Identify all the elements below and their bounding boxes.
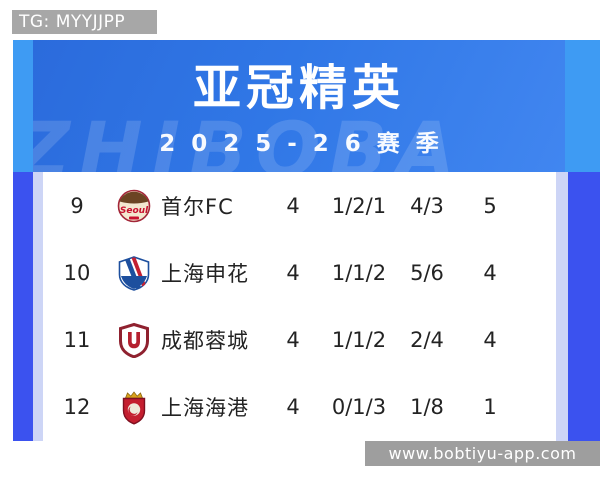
shanghai-shenhua-crest-icon bbox=[111, 255, 157, 291]
rank-cell: 10 bbox=[63, 260, 91, 285]
chengdu-rongcheng-crest-icon bbox=[111, 322, 157, 359]
table-band: 9 Seoul 首尔FC 4 1/2/1 4/3 5 10 bbox=[13, 172, 600, 441]
season-subtitle: 2025-26赛季 bbox=[159, 131, 455, 157]
shanghai-port-crest-icon bbox=[111, 389, 157, 425]
win-draw-loss-cell: 1/2/1 bbox=[331, 193, 387, 218]
points-cell: 1 bbox=[483, 395, 497, 420]
tg-channel-badge: TG: MYYJJPP bbox=[12, 10, 157, 34]
goals-cell: 5/6 bbox=[410, 260, 444, 285]
win-draw-loss-cell: 0/1/3 bbox=[331, 395, 387, 420]
played-cell: 4 bbox=[286, 193, 300, 218]
table-row: 12 上海海港 4 0/1/3 1/8 1 bbox=[43, 374, 556, 441]
goals-cell: 1/8 bbox=[410, 395, 444, 420]
win-draw-loss-cell: 1/1/2 bbox=[331, 328, 387, 353]
page-title: 亚冠精英 bbox=[192, 60, 405, 116]
team-name: 首尔FC bbox=[161, 194, 234, 219]
played-cell: 4 bbox=[286, 328, 300, 353]
goals-cell: 2/4 bbox=[410, 328, 444, 353]
points-cell: 4 bbox=[483, 260, 497, 285]
site-watermark-badge: www.bobtiyu-app.com bbox=[365, 441, 600, 466]
points-cell: 4 bbox=[483, 328, 497, 353]
rank-cell: 11 bbox=[63, 328, 91, 353]
table-row: 11 成都蓉城 4 1/1/2 2/4 4 bbox=[43, 307, 556, 374]
standings-table: 9 Seoul 首尔FC 4 1/2/1 4/3 5 10 bbox=[33, 172, 568, 441]
played-cell: 4 bbox=[286, 260, 300, 285]
table-row: 9 Seoul 首尔FC 4 1/2/1 4/3 5 bbox=[43, 172, 556, 239]
team-name: 上海海港 bbox=[161, 396, 249, 421]
header-band: ZHIBOBA 亚冠精英 2025-26赛季 bbox=[13, 40, 600, 172]
header-main: ZHIBOBA 亚冠精英 2025-26赛季 bbox=[33, 40, 565, 172]
seoul-fc-crest-icon: Seoul bbox=[111, 188, 157, 224]
win-draw-loss-cell: 1/1/2 bbox=[331, 260, 387, 285]
rank-cell: 9 bbox=[70, 193, 84, 218]
played-cell: 4 bbox=[286, 395, 300, 420]
points-cell: 5 bbox=[483, 193, 497, 218]
rank-cell: 12 bbox=[63, 395, 91, 420]
team-name: 上海申花 bbox=[161, 261, 249, 286]
team-name: 成都蓉城 bbox=[161, 329, 249, 354]
table-row: 10 上海申花 4 1/1/2 5/6 4 bbox=[43, 239, 556, 306]
goals-cell: 4/3 bbox=[410, 193, 444, 218]
svg-text:Seoul: Seoul bbox=[120, 206, 149, 216]
